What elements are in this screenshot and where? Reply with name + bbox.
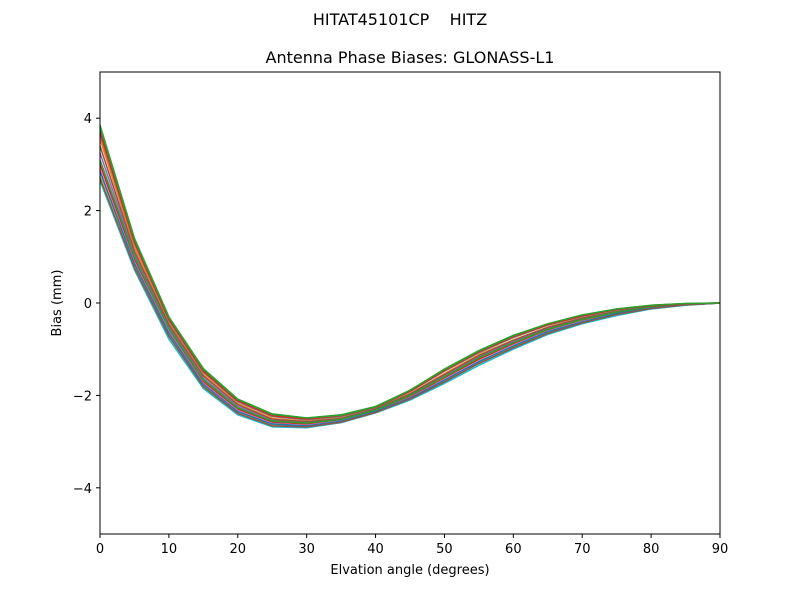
x-tick-label: 40 [367,542,384,557]
x-tick-label: 80 [643,542,660,557]
series-line-11 [99,171,721,427]
x-axis-label: Elvation angle (degrees) [330,563,489,578]
series-line-9 [99,180,721,429]
chart-title: Antenna Phase Biases: GLONASS-L1 [266,48,555,67]
series-line-5 [99,145,721,423]
y-tick-label: −2 [73,389,92,404]
x-tick-label: 20 [230,542,247,557]
series-line-13 [99,177,721,428]
x-tick-label: 70 [574,542,591,557]
y-tick-label: 4 [84,112,92,127]
figure-suptitle: HITAT45101CP HITZ [313,10,487,29]
x-tick-label: 0 [96,542,104,557]
y-tick-label: 2 [84,205,92,220]
y-axis-ticks: −4 −2 0 2 4 [73,112,100,497]
x-tick-label: 10 [161,542,178,557]
y-tick-label: 0 [84,297,92,312]
x-tick-label: 90 [712,542,729,557]
y-axis-label: Bias (mm) [50,270,65,337]
series-group [99,124,721,429]
y-tick-label: −4 [73,482,92,497]
x-tick-label: 60 [505,542,522,557]
x-tick-label: 30 [298,542,315,557]
series-line-14 [99,126,721,419]
x-axis-ticks: 0 10 20 30 40 50 60 70 80 90 [96,534,728,557]
x-tick-label: 50 [436,542,453,557]
series-line-10 [99,159,721,424]
